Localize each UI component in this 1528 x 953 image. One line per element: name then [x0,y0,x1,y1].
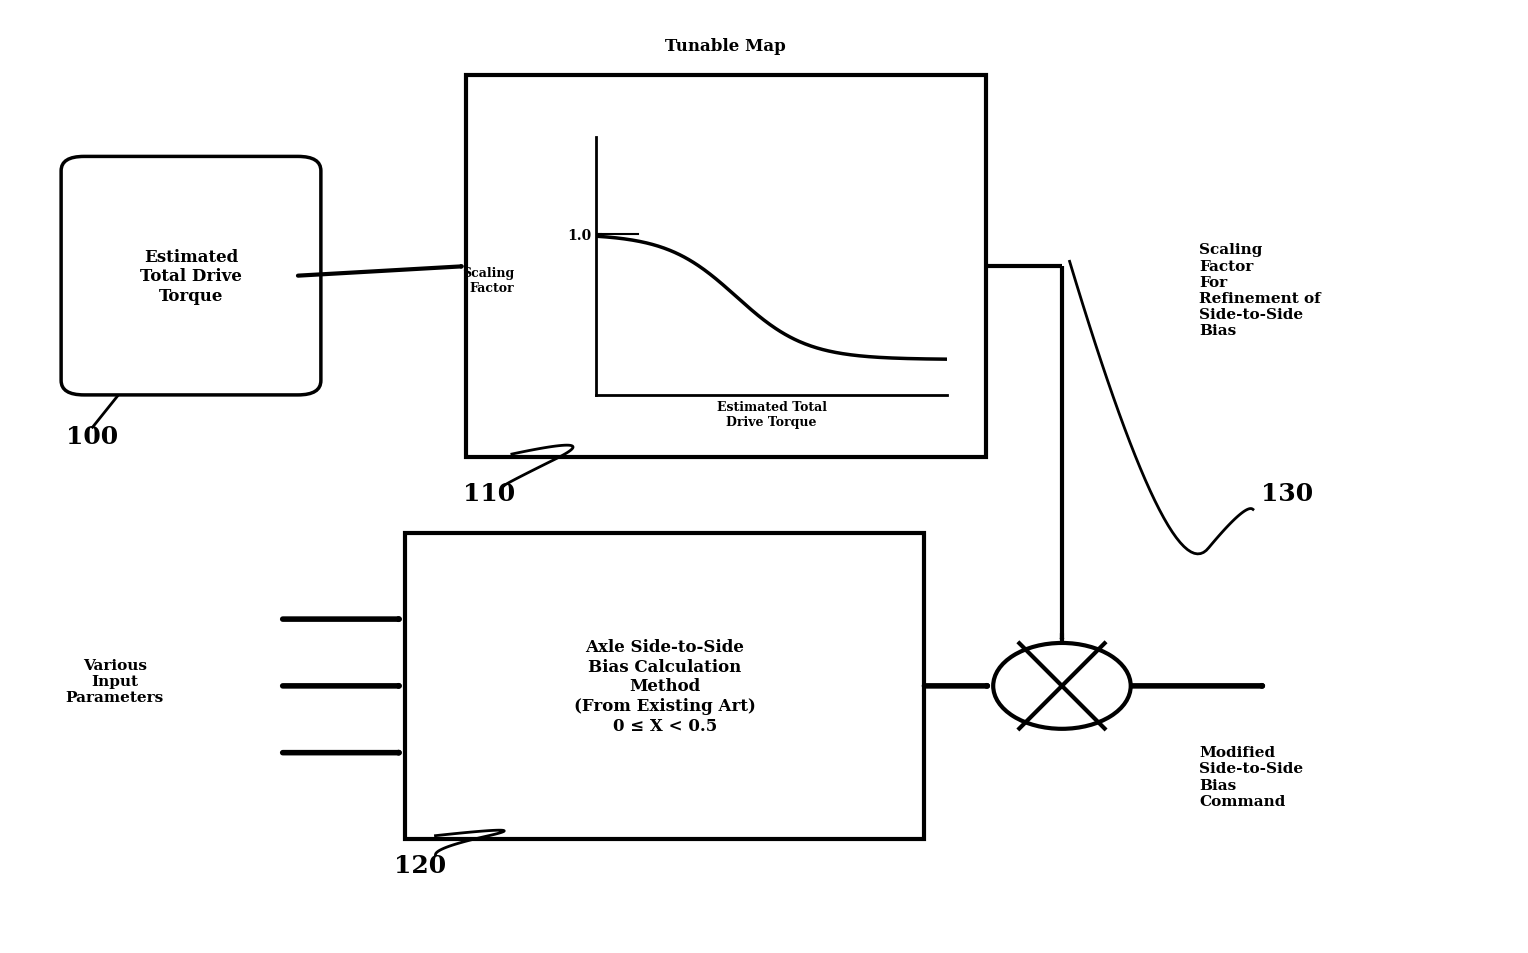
Text: 120: 120 [394,853,446,877]
Circle shape [993,643,1131,729]
Text: 130: 130 [1261,481,1313,505]
Text: Tunable Map: Tunable Map [665,38,787,55]
X-axis label: Estimated Total
Drive Torque: Estimated Total Drive Torque [717,401,827,429]
FancyBboxPatch shape [61,157,321,395]
FancyBboxPatch shape [405,534,924,839]
FancyBboxPatch shape [466,76,986,457]
Text: Axle Side-to-Side
Bias Calculation
Method
(From Existing Art)
0 ≤ X < 0.5: Axle Side-to-Side Bias Calculation Metho… [573,639,756,734]
Y-axis label: Scaling
Factor: Scaling Factor [461,267,513,294]
Text: 100: 100 [66,424,118,448]
Text: Estimated
Total Drive
Torque: Estimated Total Drive Torque [141,249,241,304]
Text: Scaling
Factor
For
Refinement of
Side-to-Side
Bias: Scaling Factor For Refinement of Side-to… [1199,243,1322,338]
Text: 110: 110 [463,481,515,505]
Text: Various
Input
Parameters: Various Input Parameters [66,659,163,704]
Text: Modified
Side-to-Side
Bias
Command: Modified Side-to-Side Bias Command [1199,745,1303,808]
